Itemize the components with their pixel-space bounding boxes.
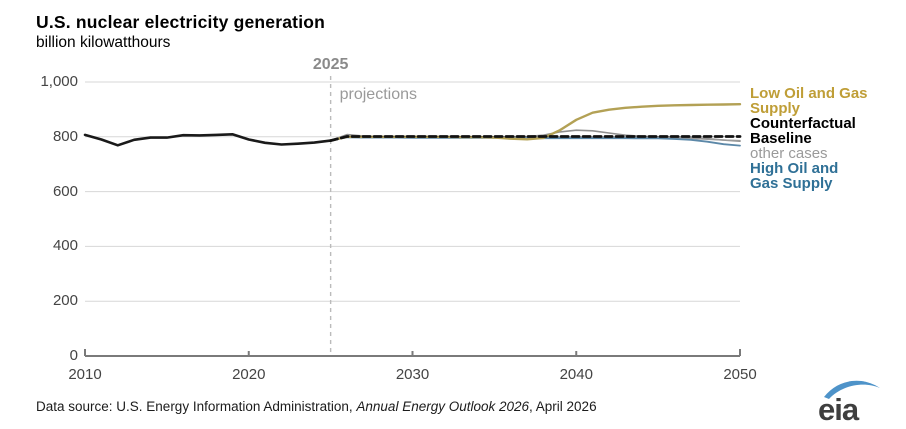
x-tick-label: 2030 [395, 366, 430, 383]
legend-item-baseline: Counterfactual Baseline [750, 115, 856, 147]
y-tick-label: 800 [52, 127, 78, 145]
y-tick-label: 200 [52, 292, 78, 310]
chart-title: U.S. nuclear electricity generation [36, 12, 326, 32]
x-tick-label: 2010 [68, 366, 102, 383]
x-tick-label: 2020 [232, 366, 266, 383]
eia-logo-text: eia [818, 392, 860, 426]
source-suffix: , April 2026 [529, 399, 597, 414]
counterfactual-baseline-line [329, 135, 742, 143]
x-tick-label: 2050 [723, 366, 757, 383]
source-publication: Annual Energy Outlook 2026 [356, 399, 530, 414]
legend-item-other-cases: other cases [750, 145, 828, 162]
data-source-note: Data source: U.S. Energy Information Adm… [36, 399, 597, 414]
history-line [83, 133, 332, 147]
chart-header: U.S. nuclear electricity generation bill… [36, 11, 325, 53]
y-tick-label: 600 [52, 182, 78, 200]
eia-logo-swoosh-icon [824, 380, 880, 399]
y-tick-label: 1,000 [40, 73, 78, 90]
y-tick-label: 0 [69, 347, 78, 364]
source-prefix: Data source: U.S. Energy Information Adm… [36, 399, 357, 414]
legend-item-low-oil-gas: Low Oil and Gas Supply [750, 85, 868, 117]
legend: Low Oil and Gas Supply Counterfactual Bas… [750, 86, 906, 191]
y-tick-label: 400 [52, 237, 78, 255]
projection-year-label: 2025 [312, 56, 349, 73]
chart-subtitle: billion kilowatthours [36, 34, 171, 51]
x-tick-label: 2040 [559, 366, 593, 383]
legend-item-high-oil-gas: High Oil and Gas Supply [750, 160, 839, 192]
eia-logo: eia [818, 380, 880, 426]
projections-label: projections [339, 86, 417, 103]
